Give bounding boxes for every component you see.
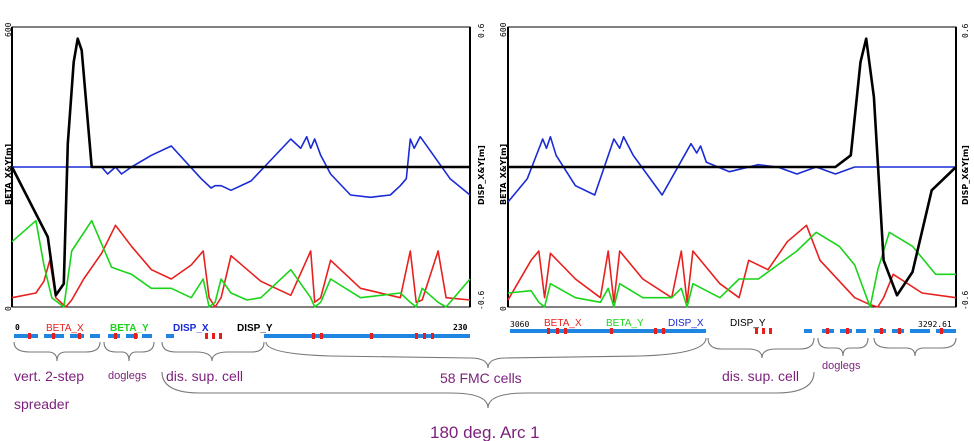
left-xlabel-start: 0: [15, 323, 20, 332]
right-ytick-bottom: 0: [499, 306, 508, 311]
magnet-tick: [312, 333, 315, 339]
brace-fmc-lattice: [265, 337, 707, 369]
magnet-tick: [78, 333, 81, 339]
magnet-bar: [856, 329, 866, 333]
left-legend-beta-x: BETA_X: [46, 323, 84, 334]
brace-vert-spreader-right: [873, 337, 957, 357]
magnet-tick: [880, 328, 883, 334]
right-magnet-lattice: [510, 328, 956, 334]
label-dis-sup-right: dis. sup. cell: [722, 368, 799, 384]
magnet-tick: [898, 328, 901, 334]
magnet-tick: [762, 328, 765, 334]
right-y2tick-bottom: -0.6: [961, 291, 970, 310]
magnet-tick: [212, 333, 215, 339]
series-disp-x: [507, 135, 956, 203]
magnet-tick: [547, 328, 550, 334]
magnet-bar: [142, 334, 152, 338]
label-fmc-cells: 58 FMC cells: [440, 370, 522, 386]
magnet-tick: [28, 333, 31, 339]
right-xlabel-start: 3060: [510, 320, 529, 329]
brace-fmc-cells: [161, 371, 815, 409]
right-legend-beta-x: BETA_X: [544, 318, 582, 329]
magnet-tick: [610, 328, 613, 334]
series-beta-y: [507, 231, 956, 308]
magnet-tick: [431, 333, 434, 339]
right-xlabel-end: 3292.61: [918, 320, 952, 329]
left-y2tick-top: 0.6: [477, 23, 486, 38]
brace-vert-spreader: [13, 341, 101, 362]
right-legend-beta-y: BETA_Y: [606, 318, 644, 329]
right-panel: 600 0 BETA_X&Y[m] 0.6 -0.6 DISP_X&Y[m] 3…: [499, 22, 970, 334]
series-beta-y: [11, 219, 471, 308]
series-beta-x: [507, 224, 957, 308]
left-y2tick-bottom: -0.6: [477, 291, 486, 310]
magnet-tick: [940, 328, 943, 334]
magnet-tick: [423, 333, 426, 339]
series-disp-x: [12, 135, 471, 199]
left-y2label: DISP_X&Y[m]: [477, 145, 486, 205]
label-vert-2step: vert. 2-step: [14, 368, 84, 384]
magnet-tick: [556, 328, 559, 334]
left-magnet-lattice: [14, 333, 470, 339]
right-y2tick-top: 0.6: [961, 23, 970, 38]
magnet-bar: [804, 329, 812, 333]
section-braces: [13, 337, 957, 409]
magnet-bar: [70, 334, 84, 338]
magnet-tick: [320, 333, 323, 339]
magnet-tick: [205, 333, 208, 339]
left-legend-disp-y: DISP_Y: [237, 323, 273, 334]
magnet-bar: [936, 329, 956, 333]
left-ytick-top: 600: [4, 22, 13, 37]
right-legend-disp-y: DISP_Y: [730, 318, 766, 329]
magnet-tick: [769, 328, 772, 334]
left-legend-beta-y: BETA_Y: [110, 323, 149, 334]
brace-doglegs-left: [103, 341, 155, 362]
right-ytick-top: 600: [499, 22, 508, 37]
figure-title: 180 deg. Arc 1: [430, 423, 540, 441]
series-beta-x: [11, 224, 471, 308]
left-series-group: [10, 37, 471, 308]
left-legend-disp-x: DISP_X: [173, 323, 209, 334]
label-dis-sup-left: dis. sup. cell: [166, 368, 243, 384]
magnet-bar: [166, 334, 174, 338]
magnet-tick: [755, 328, 758, 334]
label-spreader: spreader: [14, 396, 70, 412]
magnet-tick: [654, 328, 657, 334]
right-legend-disp-x: DISP_X: [668, 318, 704, 329]
magnet-tick: [415, 333, 418, 339]
brace-doglegs-right: [817, 337, 869, 357]
magnet-tick: [564, 328, 567, 334]
magnet-bar: [14, 334, 38, 338]
brace-dis-sup-left: [161, 341, 265, 362]
magnet-tick: [846, 328, 849, 334]
series-disp-y: [10, 37, 470, 297]
magnet-tick: [114, 333, 117, 339]
series-disp-y: [508, 37, 957, 297]
left-xlabel-end: 230: [453, 323, 468, 332]
magnet-tick: [134, 333, 137, 339]
magnet-bar: [90, 334, 100, 338]
label-doglegs-right: doglegs: [822, 360, 861, 372]
magnet-tick: [826, 328, 829, 334]
right-y2label: DISP_X&Y[m]: [961, 145, 970, 205]
magnet-tick: [52, 333, 55, 339]
right-series-group: [507, 37, 957, 308]
magnet-tick: [370, 333, 373, 339]
magnet-bar: [510, 329, 706, 333]
label-doglegs-left: doglegs: [108, 370, 147, 382]
brace-dis-sup-right: [707, 337, 815, 359]
left-ytick-bottom: 0: [4, 306, 13, 311]
left-ylabel: BETA_X&Y[m]: [4, 144, 13, 205]
magnet-bar: [264, 334, 470, 338]
right-ylabel: BETA_X&Y[m]: [499, 144, 508, 205]
magnet-tick: [662, 328, 665, 334]
left-panel: 600 0 BETA_X&Y[m] 0.6 -0.6 DISP_X&Y[m] 0…: [4, 22, 486, 339]
magnet-tick: [219, 333, 222, 339]
magnet-bar: [910, 329, 930, 333]
magnet-bar: [126, 334, 138, 338]
